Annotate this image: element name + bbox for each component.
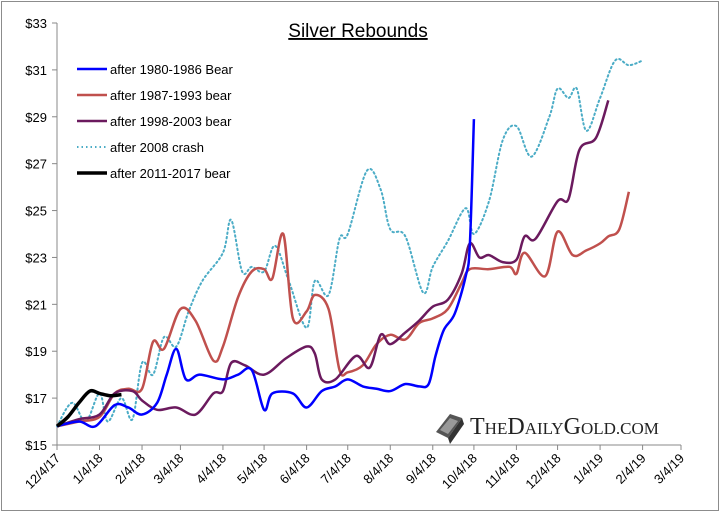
- y-tick-label: $33: [25, 16, 47, 31]
- series-line-4: [56, 57, 644, 428]
- x-tick-label: 12/4/17: [22, 451, 63, 492]
- legend-label: after 1998-2003 bear: [110, 114, 232, 129]
- x-tick-label: 1/4/18: [69, 451, 105, 487]
- y-tick-label: $15: [25, 438, 47, 453]
- x-tick-label: 4/4/18: [193, 451, 229, 487]
- x-tick-label: 1/4/19: [570, 451, 606, 487]
- y-tick-label: $25: [25, 204, 47, 219]
- x-tick-label: 5/4/18: [234, 451, 270, 487]
- x-tick-label: 2/4/18: [112, 451, 148, 487]
- legend-label: after 2008 crash: [110, 140, 204, 155]
- series-line-3: [56, 99, 610, 428]
- x-tick-label: 12/4/18: [522, 451, 563, 492]
- x-tick-label: 6/4/18: [277, 451, 313, 487]
- legend-label: after 1987-1993 bear: [110, 88, 232, 103]
- x-tick-label: 3/4/19: [651, 451, 687, 487]
- chart-title: Silver Rebounds: [288, 21, 427, 42]
- y-tick-label: $19: [25, 344, 47, 359]
- legend: after 1980-1986 Bear after 1987-1993 bear…: [77, 62, 234, 181]
- y-tick-label: $29: [25, 110, 47, 125]
- y-tick-label: $27: [25, 157, 47, 172]
- x-tick-label: 2/4/19: [613, 451, 649, 487]
- y-tick-label: $17: [25, 391, 47, 406]
- series-line-1: [56, 119, 476, 429]
- y-tick-label: $31: [25, 63, 47, 78]
- series-line-5: [55, 388, 122, 428]
- x-tick-label: 11/4/18: [482, 451, 523, 492]
- watermark-text: THEDAILYGOLD.COM: [470, 414, 659, 440]
- x-tick-label: 8/4/18: [360, 451, 396, 487]
- y-tick-label: $21: [25, 297, 47, 312]
- x-tick-label: 7/4/18: [318, 451, 354, 487]
- series-lines: [55, 57, 644, 429]
- x-tick-label: 10/4/18: [439, 451, 480, 492]
- x-tick-label: 3/4/18: [150, 451, 186, 487]
- y-tick-label: $23: [25, 250, 47, 265]
- series-line-2: [56, 191, 631, 428]
- watermark-logo: THEDAILYGOLD.COM: [436, 414, 659, 444]
- legend-label: after 2011-2017 bear: [110, 166, 231, 181]
- gold-bar-icon: [436, 414, 464, 444]
- x-tick-label: 9/4/18: [403, 451, 439, 487]
- legend-label: after 1980-1986 Bear: [110, 62, 234, 77]
